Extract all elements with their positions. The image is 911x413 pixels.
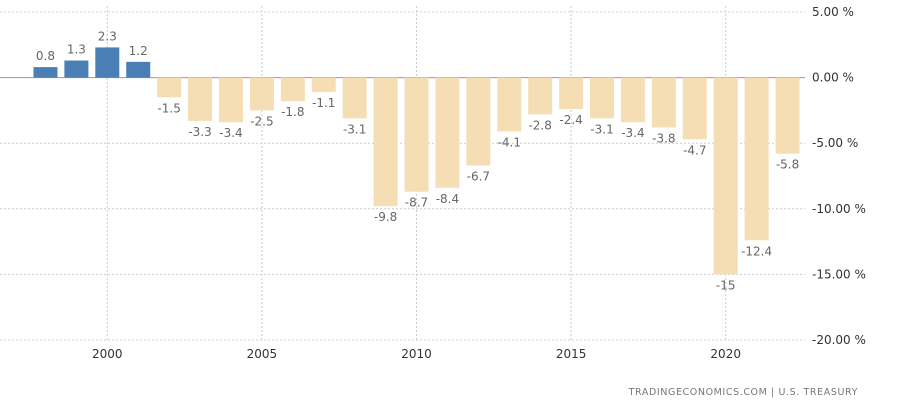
data-label-2000: 2.3 bbox=[98, 29, 117, 43]
bar-2020 bbox=[713, 77, 738, 275]
bars bbox=[33, 47, 800, 275]
data-label-2018: -3.8 bbox=[652, 131, 675, 145]
x-axis: 2000 2005 2010 2015 2020 bbox=[92, 347, 741, 361]
bar-2007 bbox=[311, 77, 336, 93]
data-label-2019: -4.7 bbox=[683, 143, 706, 157]
bar-1999 bbox=[64, 60, 89, 78]
data-label-2020: -15 bbox=[716, 278, 736, 292]
data-label-2008: -3.1 bbox=[343, 122, 366, 136]
data-label-2009: -9.8 bbox=[374, 210, 397, 224]
y-tick-label: -15.00 % bbox=[812, 267, 866, 281]
data-label-2013: -4.1 bbox=[498, 135, 521, 149]
bar-2006 bbox=[280, 77, 305, 102]
data-label-2006: -1.8 bbox=[281, 105, 304, 119]
bar-2021 bbox=[744, 77, 769, 241]
bar-2017 bbox=[620, 77, 645, 123]
grid-lines bbox=[0, 6, 805, 341]
data-label-2007: -1.1 bbox=[312, 96, 335, 110]
bar-2011 bbox=[435, 77, 460, 188]
data-labels: 0.8 1.3 2.3 1.2 -1.5 -3.3 -3.4 -2.5 -1.8 -1.1 -3.1… bbox=[36, 29, 799, 292]
y-tick-label: -5.00 % bbox=[812, 136, 858, 150]
data-label-2002: -1.5 bbox=[157, 101, 180, 115]
data-label-2005: -2.5 bbox=[250, 114, 273, 128]
data-label-2011: -8.4 bbox=[436, 192, 459, 206]
y-tick-label: 5.00 % bbox=[812, 5, 854, 19]
data-label-2022: -5.8 bbox=[776, 158, 799, 172]
data-label-2017: -3.4 bbox=[621, 126, 644, 140]
bar-2018 bbox=[651, 77, 676, 128]
bar-2014 bbox=[528, 77, 553, 115]
data-label-2016: -3.1 bbox=[590, 122, 613, 136]
data-label-2010: -8.7 bbox=[405, 196, 428, 210]
bar-1998 bbox=[33, 67, 58, 78]
bar-2004 bbox=[218, 77, 243, 123]
x-tick-label: 2015 bbox=[556, 347, 587, 361]
data-label-1998: 0.8 bbox=[36, 49, 55, 63]
bar-2000 bbox=[95, 47, 120, 78]
bar-2001 bbox=[126, 61, 151, 78]
data-label-2015: -2.4 bbox=[559, 113, 582, 127]
y-tick-label: -10.00 % bbox=[812, 202, 866, 216]
bar-2015 bbox=[559, 77, 584, 110]
bar-2002 bbox=[157, 77, 182, 98]
bar-2012 bbox=[466, 77, 491, 166]
data-label-2021: -12.4 bbox=[741, 244, 772, 258]
bar-2008 bbox=[342, 77, 367, 119]
bar-2013 bbox=[497, 77, 522, 132]
bar-2019 bbox=[682, 77, 707, 140]
bar-2009 bbox=[373, 77, 398, 207]
data-label-1999: 1.3 bbox=[67, 43, 86, 57]
x-tick-label: 2000 bbox=[92, 347, 123, 361]
y-axis: 5.00 % 0.00 % -5.00 % -10.00 % -15.00 % -20.0… bbox=[812, 5, 866, 347]
bar-2005 bbox=[249, 77, 274, 111]
y-tick-label: -20.00 % bbox=[812, 333, 866, 347]
bar-2016 bbox=[590, 77, 615, 119]
x-tick-label: 2010 bbox=[401, 347, 432, 361]
x-tick-label: 2005 bbox=[247, 347, 278, 361]
source-attribution: TRADINGECONOMICS.COM | U.S. TREASURY bbox=[628, 387, 858, 398]
data-label-2001: 1.2 bbox=[129, 44, 148, 58]
y-tick-label: 0.00 % bbox=[812, 71, 854, 85]
data-label-2014: -2.8 bbox=[528, 118, 551, 132]
x-tick-label: 2020 bbox=[710, 347, 741, 361]
bar-2022 bbox=[775, 77, 800, 154]
bar-2003 bbox=[188, 77, 213, 121]
data-label-2004: -3.4 bbox=[219, 126, 242, 140]
bar-2010 bbox=[404, 77, 429, 192]
data-label-2012: -6.7 bbox=[467, 170, 490, 184]
data-label-2003: -3.3 bbox=[188, 125, 211, 139]
